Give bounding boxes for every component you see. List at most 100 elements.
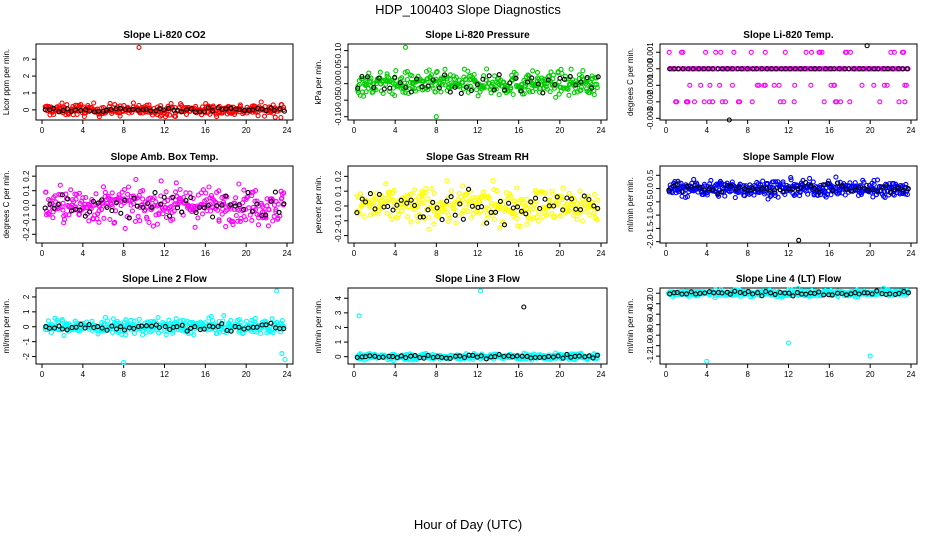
x-tick-label: 8 — [745, 370, 750, 379]
data-point — [50, 215, 56, 221]
y-tick-label: 0 — [22, 324, 31, 329]
data-point — [252, 315, 258, 321]
segment-point — [87, 209, 93, 215]
segment-point — [905, 186, 911, 192]
segment-point — [861, 290, 867, 296]
data-point — [200, 187, 206, 193]
data-point — [121, 359, 127, 366]
segment-point — [419, 84, 425, 90]
segment-point — [759, 66, 765, 72]
data-point — [178, 196, 184, 202]
segment-point — [759, 293, 765, 299]
segment-point — [514, 353, 520, 359]
segment-point — [447, 355, 453, 361]
data-point — [135, 213, 141, 219]
data-point — [48, 329, 54, 335]
segment-point — [354, 210, 360, 216]
segment-point — [99, 197, 105, 203]
segment-point — [573, 206, 579, 212]
segment-point — [728, 183, 734, 189]
data-point — [515, 223, 521, 229]
data-point — [230, 222, 236, 228]
segment-point — [430, 77, 436, 83]
segment-point — [281, 201, 287, 207]
segment-point — [812, 66, 818, 72]
data-point — [457, 83, 463, 89]
data-point — [713, 49, 719, 55]
segment-point — [149, 204, 155, 210]
segment-point — [552, 82, 558, 88]
x-tick-label: 4 — [705, 370, 710, 379]
data-point — [420, 190, 426, 196]
data-point — [756, 82, 762, 88]
segment-point — [688, 289, 694, 295]
data-point — [579, 218, 586, 224]
segment-point — [210, 214, 216, 220]
data-point — [481, 85, 487, 91]
data-point — [253, 188, 259, 194]
segment-point — [118, 210, 124, 216]
data-point — [481, 221, 487, 227]
segment-point — [773, 66, 779, 72]
segment-point — [166, 105, 172, 111]
data-point — [219, 211, 225, 217]
segment-point — [470, 352, 476, 358]
segment-point — [822, 66, 829, 72]
data-point — [204, 327, 210, 333]
data-point — [584, 209, 590, 215]
x-tick-label: 0 — [664, 370, 669, 379]
segment-point — [750, 291, 756, 297]
segment-point — [836, 66, 842, 72]
segment-point — [594, 352, 600, 358]
segment-point — [452, 84, 458, 90]
y-tick-label: 1 — [334, 339, 343, 344]
data-point — [80, 195, 86, 201]
segment-point — [174, 324, 180, 330]
data-point — [96, 219, 102, 225]
segment-point — [492, 354, 498, 360]
segment-point — [540, 90, 546, 96]
data-point — [574, 216, 580, 223]
segment-point — [78, 321, 84, 327]
segment-point — [710, 66, 716, 72]
y-axis-label: ml/min per min. — [626, 177, 635, 232]
data-point — [577, 188, 583, 194]
data-point — [202, 320, 208, 326]
data-point — [270, 218, 276, 224]
segment-point — [885, 66, 891, 72]
x-tick-label: 12 — [160, 370, 169, 379]
data-point — [594, 217, 600, 223]
segment-point — [425, 83, 431, 89]
y-tick-label: -0.5 — [646, 194, 655, 208]
segment-point — [148, 108, 154, 114]
segment-point — [812, 290, 818, 296]
data-point — [221, 312, 227, 319]
data-point — [553, 94, 559, 100]
segment-point — [114, 326, 120, 332]
segment-point — [896, 185, 902, 191]
segment-point — [56, 323, 62, 329]
segment-point — [679, 291, 685, 297]
y-tick-label: 3 — [334, 310, 343, 315]
segment-point — [887, 189, 893, 196]
data-point — [471, 71, 477, 78]
data-point — [423, 189, 429, 195]
data-point — [266, 207, 272, 213]
segment-point — [666, 187, 672, 193]
segment-point — [153, 108, 159, 114]
data-point — [508, 85, 514, 91]
data-point — [867, 353, 873, 359]
data-point — [575, 205, 581, 212]
chart-title: Slope Li-820 Temp. — [743, 30, 834, 41]
data-point — [367, 204, 373, 210]
segment-point — [82, 213, 88, 219]
segment-point — [184, 328, 190, 334]
data-point — [587, 212, 593, 218]
segment-point — [671, 290, 677, 296]
x-tick-label: 16 — [514, 249, 523, 258]
data-point — [573, 85, 579, 91]
segment-point — [573, 82, 579, 88]
segment-point — [589, 85, 595, 91]
segment-point — [680, 66, 686, 72]
data-point — [191, 332, 197, 338]
